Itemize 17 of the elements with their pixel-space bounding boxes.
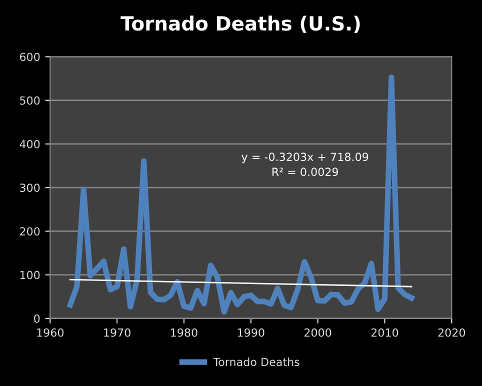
y-tick-label: 400 bbox=[20, 140, 40, 148]
y-tick-label: 600 bbox=[20, 52, 40, 62]
x-tick-label: 1990 bbox=[238, 328, 264, 337]
x-tick-label: 1960 bbox=[37, 328, 64, 337]
x-tick-label: 2020 bbox=[438, 328, 466, 337]
y-tick-label: 300 bbox=[20, 184, 40, 192]
x-tick-label: 2010 bbox=[371, 328, 398, 337]
annotation: y = -0.3203x + 718.09 R² = 0.0029 bbox=[242, 152, 368, 176]
y-tick-label: 500 bbox=[20, 96, 40, 105]
y-tick-label: 0 bbox=[34, 314, 40, 323]
y-tick-label: 200 bbox=[20, 227, 40, 236]
legend-label: Tornado Deaths bbox=[213, 358, 300, 366]
x-tick-label: 1980 bbox=[171, 328, 198, 337]
x-tick-label: 2000 bbox=[304, 328, 332, 337]
chart-title: Tornado Deaths (U.S.) bbox=[120, 16, 360, 34]
x-tick-label: 1970 bbox=[104, 328, 130, 337]
y-tick-label: 100 bbox=[20, 270, 40, 280]
